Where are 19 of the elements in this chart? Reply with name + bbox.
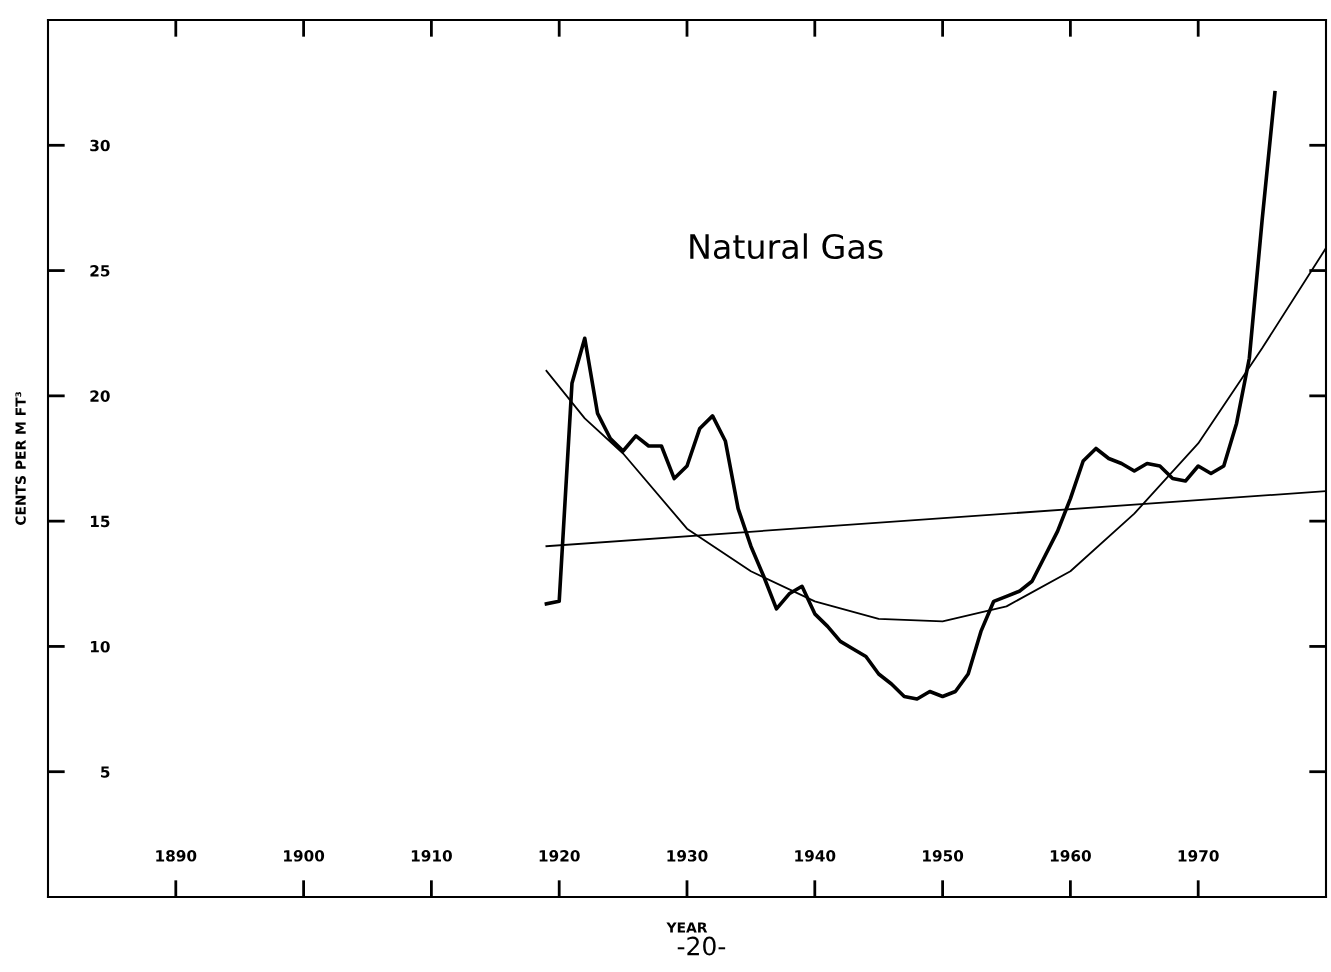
x-tick-label: 1910	[411, 850, 452, 862]
x-tick-label: 1920	[539, 850, 580, 862]
text: -20-	[677, 936, 726, 956]
x-tick-label: 1940	[795, 850, 836, 862]
x-tick-label: 1970	[1178, 850, 1219, 862]
y-tick-label: 5	[101, 766, 110, 778]
x-tick-label: 1930	[667, 850, 708, 862]
y-tick-label: 20	[90, 390, 110, 402]
y-tick-label: 10	[90, 640, 110, 653]
x-axis-title: YEAR	[666, 922, 708, 933]
x-tick-label: 1950	[923, 850, 964, 862]
annotation: Natural Gas	[690, 233, 883, 260]
y-axis-title: CENTS PER M FT³	[15, 392, 26, 526]
x-tick-label: 1960	[1050, 850, 1091, 862]
y-tick-label: 30	[90, 139, 110, 152]
y-tick-label: 25	[90, 265, 110, 277]
y-tick-label: 15	[90, 515, 110, 528]
x-tick-label: 1890	[156, 850, 197, 862]
x-tick-label: 1900	[284, 850, 325, 862]
